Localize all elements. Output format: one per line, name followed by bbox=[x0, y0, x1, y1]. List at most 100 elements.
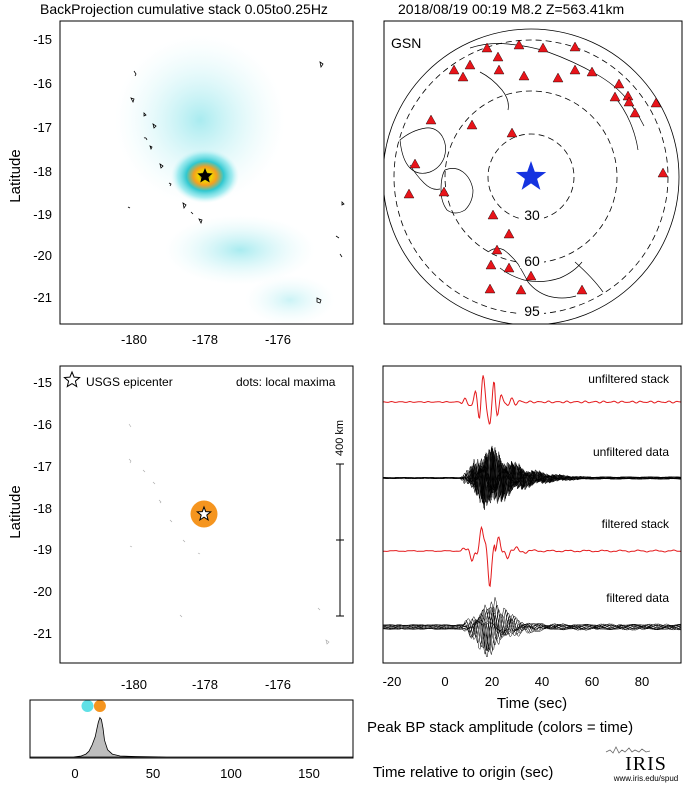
station-triangle-icon bbox=[657, 167, 669, 178]
top-ytick: -19 bbox=[33, 207, 52, 222]
globe-frame bbox=[383, 20, 683, 325]
station-triangle-icon bbox=[487, 209, 499, 220]
data-trace bbox=[383, 609, 681, 657]
top-ytick: -15 bbox=[33, 32, 52, 47]
distance-scale-bar bbox=[336, 463, 344, 617]
ring-label-60: 60 bbox=[524, 253, 540, 269]
ring-label-95: 95 bbox=[524, 303, 540, 319]
station-triangle-icon bbox=[629, 107, 641, 118]
bottom-map-frame bbox=[59, 365, 354, 664]
bottom-xtick: -180 bbox=[121, 677, 147, 692]
trace-label-unfiltered-data: unfiltered data bbox=[593, 445, 669, 459]
station-triangle-icon bbox=[569, 41, 581, 52]
station-triangle-icon bbox=[403, 188, 415, 199]
legend-star-icon bbox=[63, 370, 81, 388]
station-triangle-icon bbox=[491, 244, 503, 255]
trace-xtick: 80 bbox=[635, 674, 649, 689]
station-triangle-icon bbox=[464, 59, 476, 70]
legend-epicenter: USGS epicenter bbox=[86, 375, 173, 389]
data-trace bbox=[383, 604, 681, 655]
trace-xlabel: Time (sec) bbox=[497, 695, 567, 712]
station-triangle-icon bbox=[457, 71, 469, 82]
bottom-ytick: -16 bbox=[33, 417, 52, 432]
gsn-stations bbox=[403, 39, 669, 295]
timeline-xtick: 150 bbox=[298, 766, 320, 781]
station-triangle-icon bbox=[576, 284, 588, 295]
trace-label-filtered-data: filtered data bbox=[606, 591, 669, 605]
bottom-xtick: -178 bbox=[192, 677, 218, 692]
iris-logo-wave bbox=[605, 746, 651, 754]
globe-epicenter-star bbox=[515, 161, 547, 190]
timeline-frame bbox=[29, 699, 354, 759]
faint-coastlines bbox=[128, 423, 330, 645]
coastline-islands bbox=[127, 61, 345, 304]
top-ytick: -21 bbox=[33, 290, 52, 305]
top-ytick: -20 bbox=[33, 248, 52, 263]
timeline-xticks: 0 50 100 150 bbox=[71, 766, 319, 781]
distance-ring bbox=[487, 133, 575, 221]
station-triangle-icon bbox=[503, 228, 515, 239]
top-map-panel: Latitude -15 -16 -17 -18 -19 -20 -21 -18… bbox=[7, 20, 354, 347]
station-triangle-icon bbox=[448, 64, 460, 75]
station-triangle-icon bbox=[409, 158, 421, 169]
legend-dots: dots: local maxima bbox=[236, 375, 336, 389]
bottom-ytick: -18 bbox=[33, 501, 52, 516]
trace-xtick: 40 bbox=[535, 674, 549, 689]
bottom-ytick: -15 bbox=[33, 375, 52, 390]
globe-panel: GSN 30 60 95 bbox=[383, 20, 683, 325]
bottom-ytick: -20 bbox=[33, 584, 52, 599]
ring-label-30: 30 bbox=[524, 207, 540, 223]
timeline-xtick: 0 bbox=[71, 766, 78, 781]
distance-scale-label: 400 km bbox=[334, 420, 346, 456]
station-triangle-icon bbox=[537, 42, 549, 53]
top-map-yticks: -15 -16 -17 -18 -19 -20 -21 bbox=[33, 32, 52, 305]
top-xtick: -176 bbox=[265, 332, 291, 347]
bottom-epicenter-star bbox=[195, 505, 213, 522]
bottom-ytick: -19 bbox=[33, 542, 52, 557]
event-info: 2018/08/19 00:19 M8.2 Z=563.41km bbox=[398, 1, 624, 17]
top-map-ylabel: Latitude bbox=[7, 149, 24, 202]
bottom-xtick: -176 bbox=[265, 677, 291, 692]
trace-xtick: 0 bbox=[441, 674, 448, 689]
bottom-ytick: -17 bbox=[33, 459, 52, 474]
timeline-caption: Peak BP stack amplitude (colors = time) bbox=[367, 719, 633, 736]
station-triangle-icon bbox=[569, 64, 581, 75]
station-triangle-icon bbox=[525, 270, 537, 281]
bottom-map-yticks: -15 -16 -17 -18 -19 -20 -21 bbox=[33, 375, 52, 641]
bottom-map-panel: USGS epicenter dots: local maxima 400 km… bbox=[7, 365, 354, 692]
trace-xtick: 60 bbox=[585, 674, 599, 689]
top-map-xticks: -180 -178 -176 bbox=[121, 332, 291, 347]
data-trace bbox=[383, 447, 681, 503]
station-triangle-icon bbox=[513, 39, 525, 50]
station-triangle-icon bbox=[485, 259, 497, 270]
data-trace bbox=[383, 600, 681, 652]
trace-layer bbox=[383, 375, 681, 657]
top-ytick: -18 bbox=[33, 164, 52, 179]
bottom-ytick: -21 bbox=[33, 626, 52, 641]
trace-xticks: -20 0 20 40 60 80 bbox=[383, 674, 650, 689]
top-xtick: -180 bbox=[121, 332, 147, 347]
globe-outline bbox=[384, 28, 680, 324]
network-label: GSN bbox=[391, 35, 421, 51]
stack-trace bbox=[383, 525, 681, 588]
timeline-panel: 0 50 100 150 Peak BP stack amplitude (co… bbox=[29, 699, 633, 781]
traces-panel: unfiltered stack unfiltered data filtere… bbox=[382, 365, 682, 712]
traces-frame bbox=[382, 365, 682, 664]
station-triangle-icon bbox=[609, 91, 621, 102]
top-ytick: -17 bbox=[33, 120, 52, 135]
stack-halo bbox=[115, 35, 285, 205]
station-triangle-icon bbox=[466, 119, 478, 130]
timeline-xtick: 100 bbox=[220, 766, 242, 781]
top-map-frame bbox=[59, 20, 354, 325]
bottom-map-ylabel: Latitude bbox=[7, 485, 24, 538]
top-ytick: -16 bbox=[33, 76, 52, 91]
iris-logo: IRIS www.iris.edu/spud bbox=[605, 746, 678, 783]
timeline-xlabel: Time relative to origin (sec) bbox=[373, 764, 553, 781]
stack-trace bbox=[383, 375, 681, 425]
station-triangle-icon bbox=[484, 283, 496, 294]
station-triangle-icon bbox=[623, 96, 635, 107]
station-triangle-icon bbox=[503, 262, 515, 273]
station-triangle-icon bbox=[613, 78, 625, 89]
station-triangle-icon bbox=[438, 186, 450, 197]
